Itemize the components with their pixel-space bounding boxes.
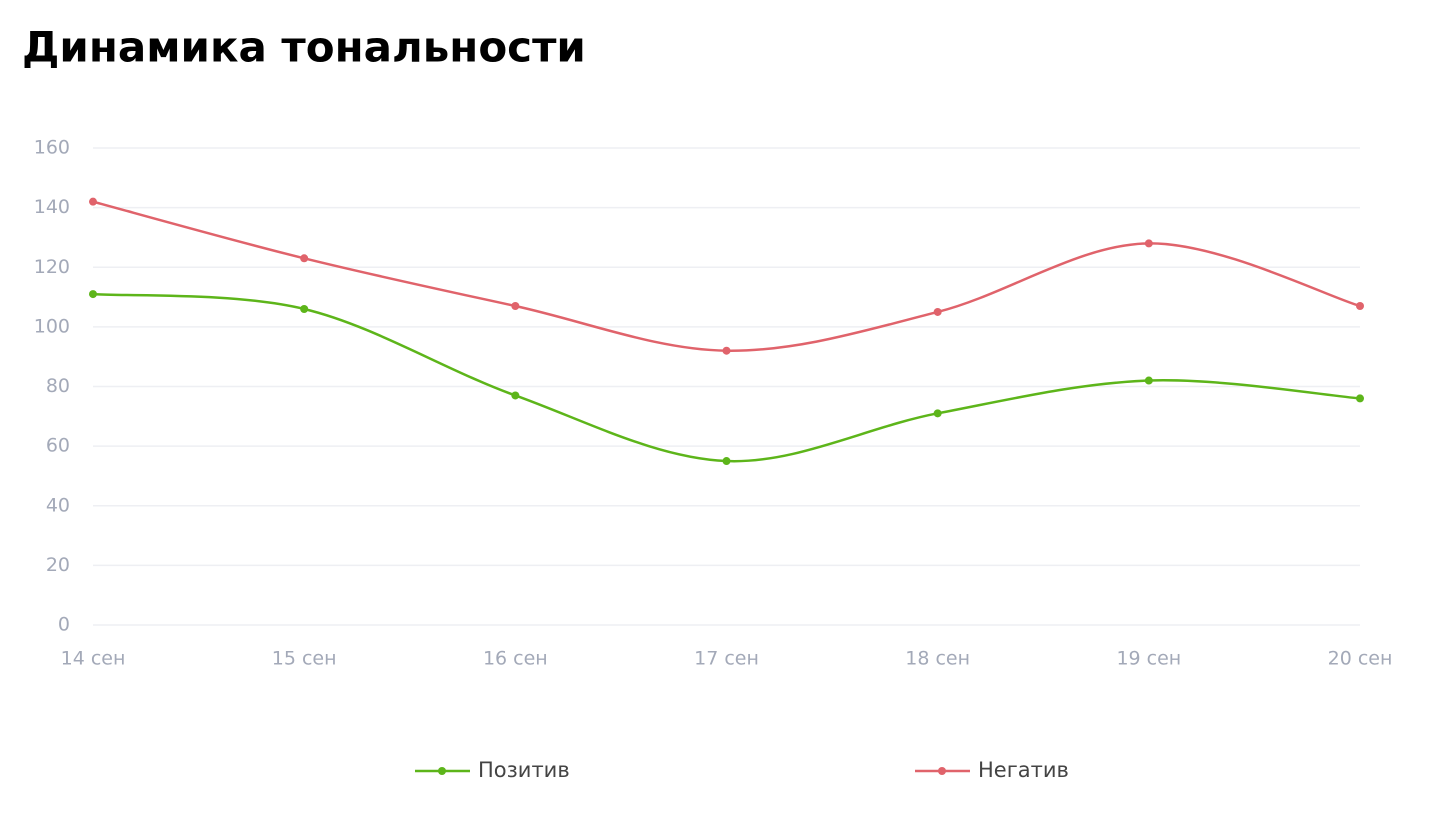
x-tick-label: 16 сен xyxy=(483,648,548,670)
point xyxy=(1356,302,1364,311)
y-tick-label: 20 xyxy=(46,554,70,576)
y-tick-label: 120 xyxy=(34,256,70,278)
y-tick-label: 80 xyxy=(46,375,70,397)
point xyxy=(722,457,731,466)
point xyxy=(300,254,309,263)
legend-marker xyxy=(938,767,946,775)
point xyxy=(1356,394,1364,403)
point xyxy=(511,391,520,400)
x-tick-label: 18 сен xyxy=(905,648,970,670)
y-tick-label: 100 xyxy=(34,315,70,337)
legend-label: Негатив xyxy=(978,758,1069,782)
x-tick-label: 20 сен xyxy=(1328,648,1393,670)
line xyxy=(92,200,1361,352)
chart-title: Динамика тональности xyxy=(22,23,586,72)
point xyxy=(300,304,309,313)
point xyxy=(722,346,731,355)
legend-marker xyxy=(438,767,446,775)
point xyxy=(511,302,520,311)
point xyxy=(1144,376,1153,385)
legend-label: Позитив xyxy=(478,758,570,782)
y-tick-label: 40 xyxy=(46,494,70,516)
x-tick-label: 14 сен xyxy=(61,648,126,670)
line xyxy=(92,292,1361,463)
point xyxy=(89,197,97,206)
y-tick-label: 160 xyxy=(34,137,70,159)
y-tick-label: 140 xyxy=(34,196,70,218)
point xyxy=(1144,239,1153,248)
y-tick-label: 60 xyxy=(46,435,70,457)
point xyxy=(933,307,942,316)
point xyxy=(933,409,942,418)
x-tick-label: 17 сен xyxy=(694,648,759,670)
x-tick-label: 15 сен xyxy=(272,648,337,670)
y-tick-label: 0 xyxy=(58,614,70,636)
x-tick-label: 19 сен xyxy=(1116,648,1181,670)
point xyxy=(89,290,97,299)
